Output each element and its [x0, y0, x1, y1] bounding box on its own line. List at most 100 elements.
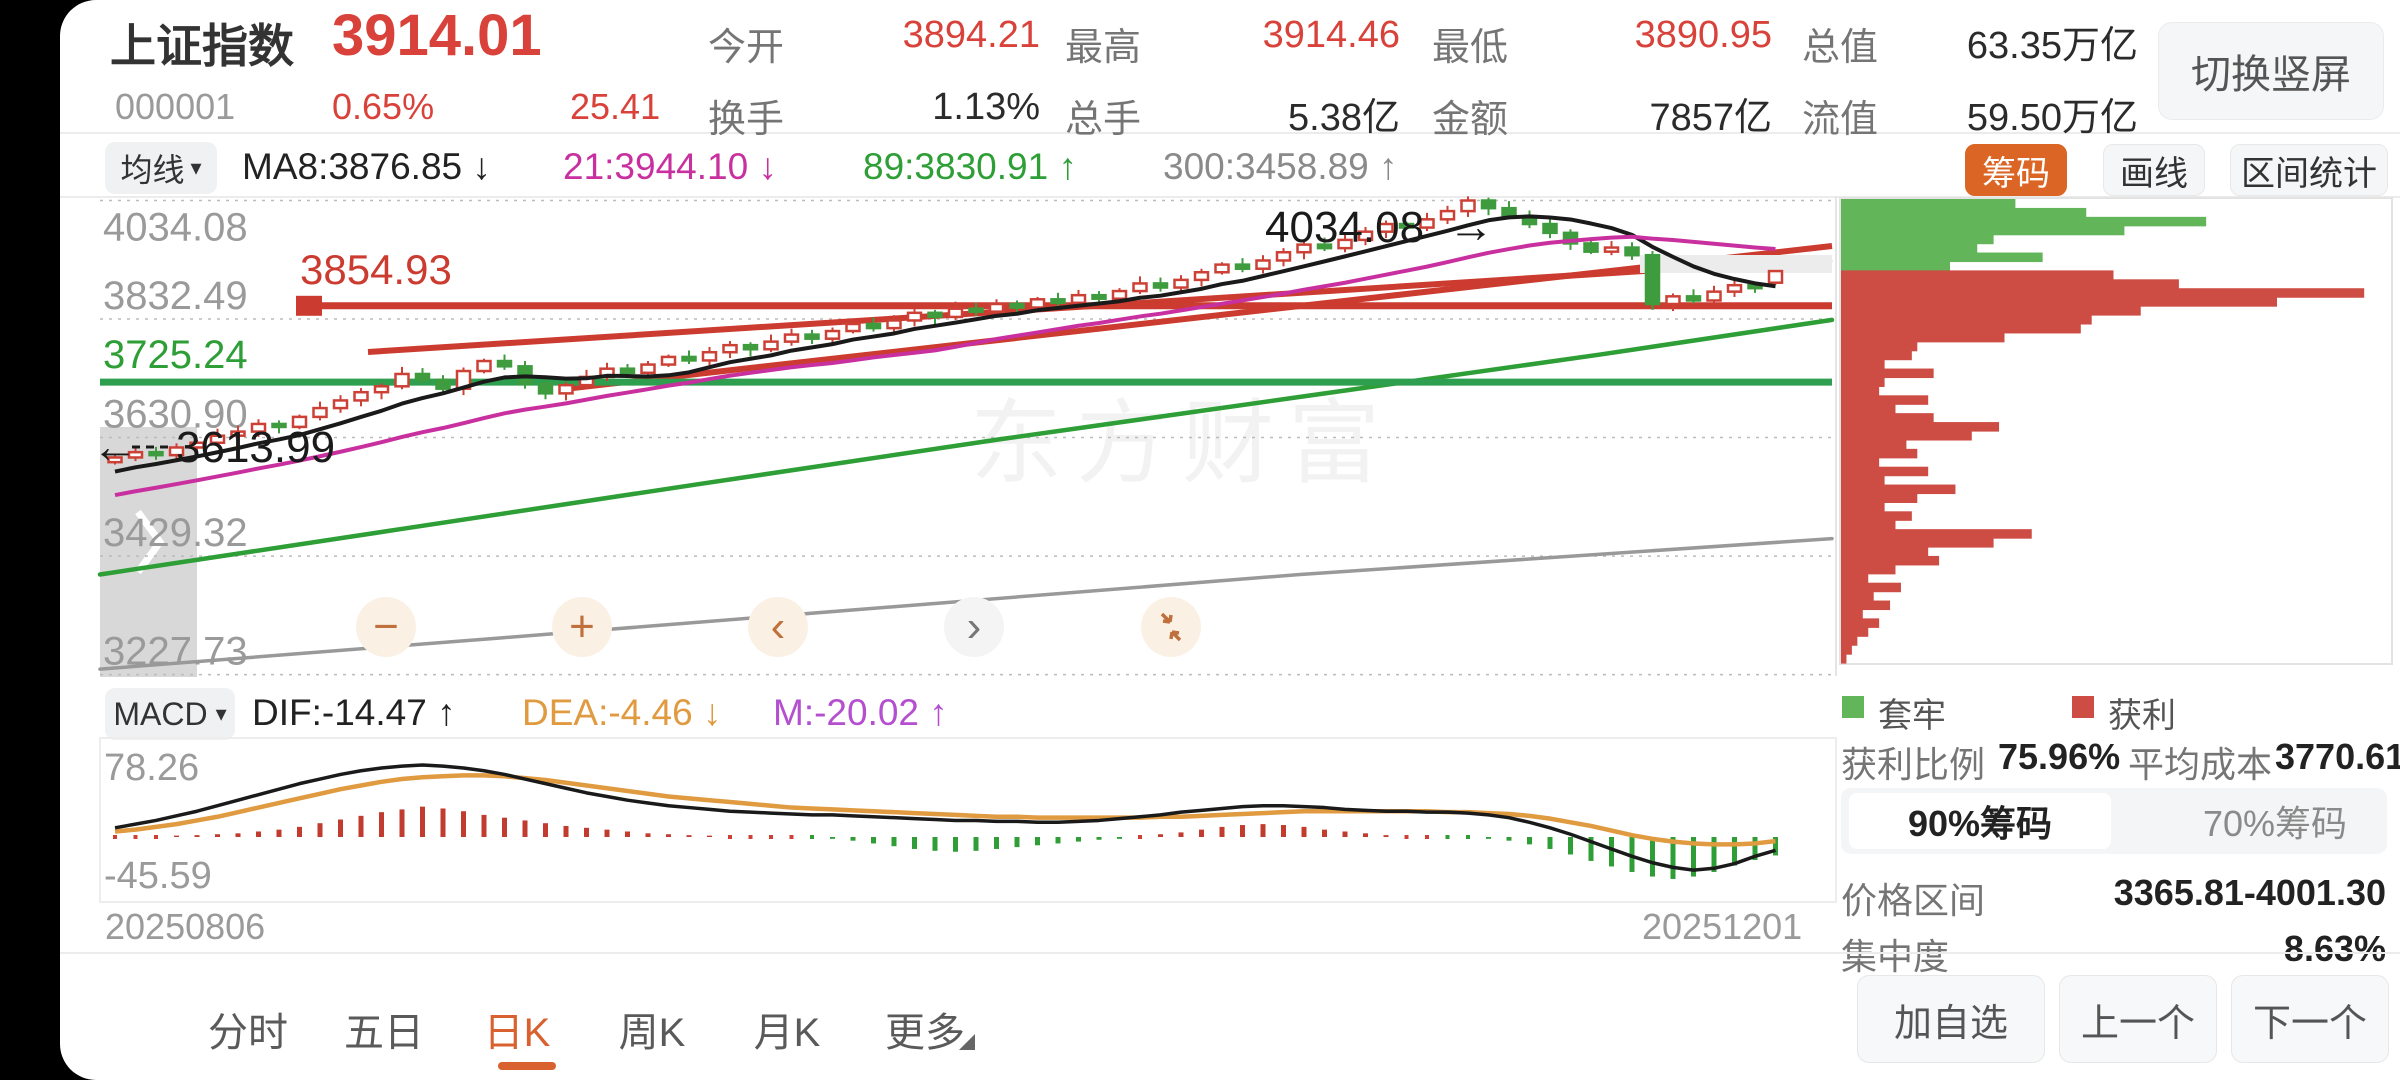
- macd-hist-bar: [1527, 837, 1532, 845]
- macd-hist-bar: [1670, 837, 1676, 879]
- candle: [1706, 290, 1722, 302]
- chip-bar: [1841, 484, 1956, 495]
- chevron-down-icon: ▾: [215, 701, 227, 726]
- tab-分时[interactable]: 分时: [208, 1011, 288, 1055]
- stat-label-最高: 最高: [1065, 27, 1142, 69]
- chip-bar: [1841, 315, 2092, 325]
- stat-value-最低: 3890.95: [1634, 14, 1772, 56]
- red-hline-handle: [296, 295, 322, 316]
- macd-hist-bar: [1178, 832, 1184, 837]
- left-price-label: 3613.99: [176, 423, 335, 472]
- macd-panel-border: [99, 737, 1837, 903]
- macd-hist-bar: [1342, 831, 1348, 837]
- action-button-下一个[interactable]: 下一个: [2231, 975, 2389, 1063]
- macd-hist-bar: [563, 825, 569, 837]
- chip-bar: [1841, 199, 2016, 209]
- macd-hist-bar: [502, 817, 507, 837]
- macd-dot: [769, 835, 773, 839]
- action-button-加自选[interactable]: 加自选: [1857, 975, 2045, 1063]
- stat-label-今开: 今开: [708, 27, 785, 69]
- chip-bar: [1841, 252, 2043, 263]
- macd-hist-bar: [645, 833, 651, 837]
- tool-button-筹码[interactable]: 筹码: [1965, 144, 2067, 196]
- tab-日K[interactable]: 日K: [483, 1011, 551, 1055]
- tab-70-percent-chips[interactable]: 70%筹码: [2202, 803, 2347, 844]
- chip-bar: [1841, 288, 2365, 298]
- next-icon[interactable]: ›: [944, 597, 1004, 657]
- tab-月K[interactable]: 月K: [753, 1011, 821, 1055]
- green-hline-label: 3725.24: [103, 333, 248, 377]
- macd-hist-bar: [461, 811, 466, 837]
- active-tab-underline: [498, 1062, 556, 1070]
- chip-bar: [1841, 555, 1940, 566]
- ma-selector-button[interactable]: 均线 ▾: [105, 142, 217, 194]
- tool-button-画线[interactable]: 画线: [2103, 144, 2205, 196]
- macd-hist-bar: [604, 829, 610, 837]
- macd-value-2: M:-20.02 ↑: [773, 692, 948, 733]
- action-button-上一个[interactable]: 上一个: [2059, 975, 2217, 1063]
- macd-dot: [748, 835, 753, 839]
- macd-selector-button[interactable]: MACD ▾: [105, 688, 235, 740]
- prev-icon[interactable]: ‹: [748, 597, 808, 657]
- macd-dot: [133, 835, 138, 839]
- candle: [742, 343, 759, 351]
- tab-更多[interactable]: 更多: [885, 1011, 965, 1055]
- red-hline-label: 3854.93: [300, 246, 452, 293]
- macd-hist-bar: [1014, 837, 1020, 848]
- collapse-icon[interactable]: [1141, 597, 1201, 657]
- macd-hist-bar: [297, 826, 302, 837]
- candle: [414, 372, 431, 382]
- rotate-screen-button[interactable]: 切换竖屏: [2158, 22, 2384, 120]
- candle: [230, 430, 246, 437]
- macd-hist-bar: [973, 837, 979, 851]
- chip-bar: [1841, 502, 1885, 512]
- chip-bar: [1841, 332, 2005, 343]
- chip-bar: [1841, 493, 1918, 503]
- macd-hist-bar: [317, 823, 323, 837]
- chip-bar: [1841, 359, 1885, 370]
- candle: [1624, 246, 1640, 257]
- watermark-text: 东方财富: [970, 393, 1394, 495]
- chip-bar: [1841, 225, 2125, 236]
- macd-hist-bar: [625, 831, 630, 837]
- minus-icon[interactable]: −: [356, 597, 416, 657]
- candle: [886, 319, 902, 330]
- chip-bar: [1841, 654, 1847, 664]
- macd-hist-bar: [440, 808, 446, 837]
- axis-label-3630.9: 3630.90: [103, 393, 248, 437]
- ma21-line: [114, 234, 1776, 498]
- tab-90-percent-chips[interactable]: 90%筹码: [1849, 793, 2111, 849]
- macd-hist-bar: [1281, 825, 1286, 837]
- candle: [763, 340, 779, 351]
- macd-hist-bar: [830, 837, 835, 839]
- macd-hist-bar: [481, 814, 487, 837]
- chip-bar: [1841, 413, 1934, 423]
- profit-ratio-value: 75.96%: [1998, 736, 2121, 777]
- chip-bar: [1841, 439, 1907, 450]
- candle: [1296, 243, 1312, 254]
- chip-bar: [1841, 261, 1950, 271]
- candle: [271, 422, 287, 429]
- candle: [722, 343, 738, 354]
- tool-button-区间统计[interactable]: 区间统计: [2230, 144, 2388, 196]
- tab-五日[interactable]: 五日: [344, 1011, 424, 1055]
- candle: [865, 322, 882, 330]
- candle: [1152, 282, 1169, 289]
- bottom-divider: [60, 952, 2400, 954]
- axis-label-3429.32: 3429.32: [103, 511, 248, 555]
- macd-hist-bar: [1117, 837, 1122, 839]
- collapse-icon: [1160, 612, 1182, 642]
- index-name: 上证指数: [110, 20, 294, 72]
- chip-bar: [1841, 547, 1929, 557]
- tab-周K[interactable]: 周K: [618, 1011, 686, 1055]
- macd-hist-bar: [543, 823, 548, 837]
- chip-bar: [1841, 297, 2277, 307]
- chip-bar: [1841, 395, 1929, 405]
- right-arrow-icon: →: [1448, 200, 1494, 252]
- stat-value-总手: 5.38亿: [1288, 97, 1400, 139]
- macd-hist-bar: [686, 835, 692, 837]
- macd-hist-bar: [358, 815, 364, 837]
- plus-icon[interactable]: +: [552, 597, 612, 657]
- ma-value-2: 89:3830.91 ↑: [863, 146, 1077, 187]
- macd-hist-bar: [1055, 837, 1061, 844]
